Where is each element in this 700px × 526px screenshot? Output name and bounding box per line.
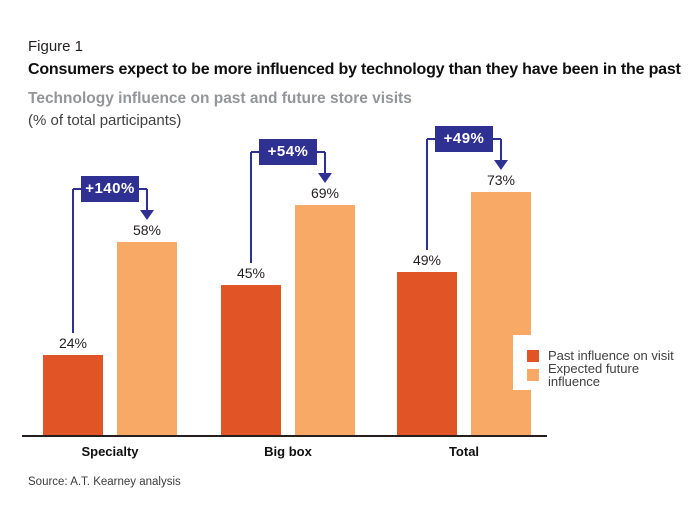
bar-value-label: 73%: [486, 171, 516, 188]
figure-title: Consumers expect to be more influenced b…: [28, 61, 681, 78]
annotation-connector-left-v: [72, 188, 74, 333]
bar-value-label: 69%: [310, 185, 340, 201]
bar-future: [471, 191, 531, 435]
legend-swatch-past: [527, 349, 539, 362]
legend-item-future: Expected future influence: [513, 362, 690, 388]
annotation-connector-right-h: [317, 151, 325, 153]
category-label: Total: [448, 444, 480, 459]
x-axis-line: [22, 435, 547, 437]
chart-subtitle: Technology influence on past and future …: [28, 90, 412, 107]
arrow-down-icon: [318, 173, 332, 183]
bar-value-label: 49%: [412, 251, 442, 268]
bar-past: [397, 271, 457, 435]
annotation-connector-right-v: [324, 152, 326, 173]
increase-badge: +140%: [81, 175, 139, 202]
legend-item-past: Past influence on visit: [513, 346, 690, 365]
category-label: Big box: [264, 444, 312, 459]
legend-label-future: Expected future influence: [548, 360, 640, 389]
annotation-connector-right-h: [139, 187, 147, 190]
increase-badge: +49%: [435, 125, 493, 152]
increase-badge: +54%: [259, 139, 317, 165]
annotation-connector-right-v: [146, 188, 148, 210]
arrow-down-icon: [140, 209, 154, 220]
bar-future: [117, 241, 177, 435]
annotation-connector-left-h: [73, 187, 81, 190]
bar-future: [295, 205, 355, 435]
legend-swatch-future: [527, 368, 539, 381]
arrow-down-icon: [494, 159, 508, 170]
bar-value-label: 45%: [236, 265, 266, 281]
chart-unit-note: (% of total participants): [28, 112, 182, 129]
category-label: Specialty: [81, 444, 139, 459]
bar-value-label: 58%: [132, 221, 162, 238]
source-note: Source: A.T. Kearney analysis: [28, 476, 181, 488]
annotation-connector-right-v: [500, 138, 502, 160]
legend: Past influence on visit Expected future …: [513, 335, 690, 390]
annotation-connector-left-h: [251, 151, 259, 153]
annotation-connector-left-v: [426, 138, 428, 250]
bar-past: [221, 285, 281, 435]
annotation-connector-right-h: [493, 137, 501, 140]
bar-value-label: 24%: [58, 335, 88, 351]
annotation-connector-left-h: [427, 137, 435, 140]
legend-label-past: Past influence on visit: [548, 348, 674, 363]
bar-past: [43, 355, 103, 435]
figure-label: Figure 1: [28, 38, 84, 55]
annotation-connector-left-v: [250, 152, 252, 263]
